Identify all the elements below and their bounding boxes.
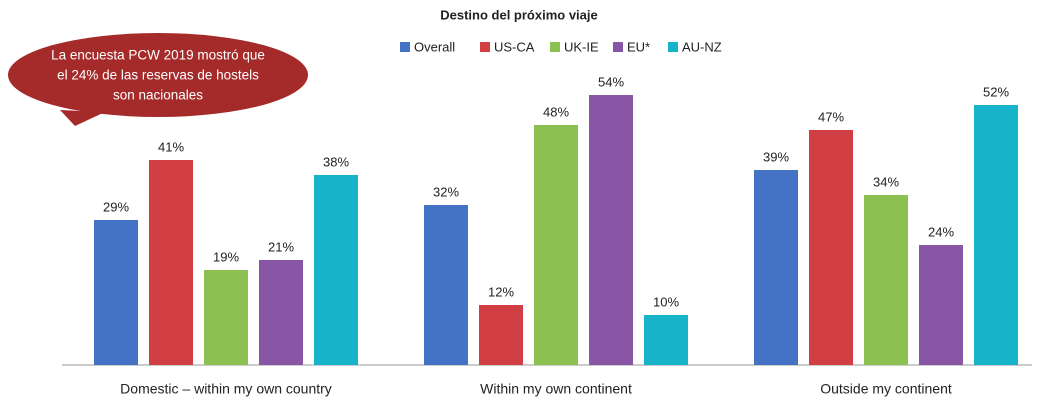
callout-bubble (8, 33, 308, 117)
x-tick-label: Domestic – within my own country (120, 381, 332, 397)
legend-label: AU-NZ (682, 39, 722, 54)
x-tick-label: Outside my continent (820, 381, 952, 397)
x-tick-label: Within my own continent (480, 381, 632, 397)
legend-swatch (613, 42, 623, 52)
value-label: 32% (433, 184, 459, 199)
value-label: 54% (598, 74, 624, 89)
bar (919, 245, 963, 365)
legend-label: UK-IE (564, 39, 599, 54)
legend-swatch (550, 42, 560, 52)
bar (534, 125, 578, 365)
value-label: 19% (213, 249, 239, 264)
bar (974, 105, 1018, 365)
value-label: 41% (158, 139, 184, 154)
value-label: 21% (268, 239, 294, 254)
chart-title: Destino del próximo viaje (440, 7, 598, 22)
value-label: 10% (653, 294, 679, 309)
value-label: 29% (103, 199, 129, 214)
value-label: 48% (543, 104, 569, 119)
value-label: 38% (323, 154, 349, 169)
bar (809, 130, 853, 365)
value-label: 34% (873, 174, 899, 189)
bar (644, 315, 688, 365)
value-label: 39% (763, 149, 789, 164)
annotation: La encuesta PCW 2019 mostró que el 24% d… (8, 33, 308, 126)
bar (94, 220, 138, 365)
legend-swatch (668, 42, 678, 52)
bar (149, 160, 193, 365)
bar (204, 270, 248, 365)
annotation-line: La encuesta PCW 2019 mostró que (51, 48, 265, 63)
bar (589, 95, 633, 365)
annotation-line: el 24% de las reservas de hostels (57, 68, 259, 83)
bar (314, 175, 358, 365)
value-label: 24% (928, 224, 954, 239)
value-label: 52% (983, 84, 1009, 99)
value-label: 47% (818, 109, 844, 124)
bar (424, 205, 468, 365)
legend-label: EU* (627, 39, 650, 54)
value-label: 12% (488, 284, 514, 299)
bar (479, 305, 523, 365)
bar (864, 195, 908, 365)
annotation-line: son nacionales (113, 88, 203, 103)
bar (259, 260, 303, 365)
legend-swatch (480, 42, 490, 52)
legend-swatch (400, 42, 410, 52)
callout-tail (60, 110, 105, 126)
bar (754, 170, 798, 365)
legend-label: Overall (414, 39, 455, 54)
legend-label: US-CA (494, 39, 535, 54)
